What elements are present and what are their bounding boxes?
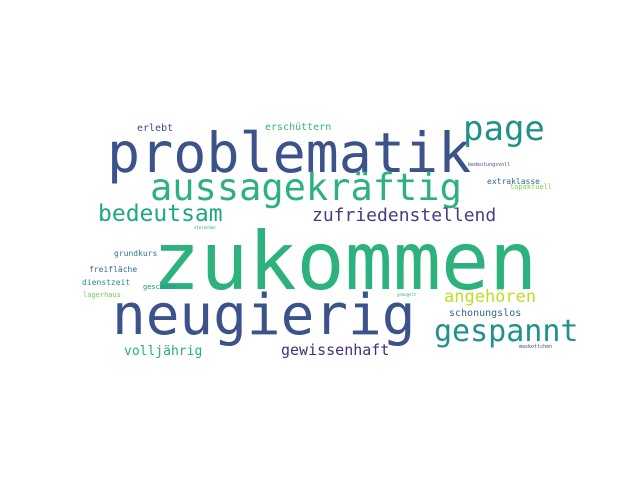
word-volljaehrig: volljährig	[124, 344, 203, 359]
word-gemogelt: gemogelt	[397, 292, 417, 297]
word-neugierig: neugierig	[112, 283, 416, 348]
word-gescannt: gescannt	[143, 283, 177, 291]
word-bedeutungsvoll: bedeutungsvoll	[468, 162, 511, 168]
word-erlebt: erlebt	[137, 123, 174, 134]
word-schonungslos: schonungslos	[449, 308, 522, 319]
word-zufriedenstellend: zufriedenstellend	[312, 205, 497, 226]
word-freiflaeche: freifläche	[89, 265, 138, 274]
word-angehoeren: angehören	[444, 287, 537, 307]
word-zukommen: zukommen	[152, 215, 538, 308]
word-page: page	[463, 109, 545, 149]
word-topaktuell: topaktuell	[510, 183, 553, 191]
word-lagerhaus: lagerhaus	[83, 291, 121, 299]
word-dienstzeit: dienstzeit	[82, 278, 131, 287]
word-bedeutsam: bedeutsam	[98, 201, 223, 227]
word-maskottchen: maskottchen	[519, 344, 553, 350]
word-problematik: problematik	[107, 121, 472, 185]
word-extraklasse: extraklasse	[487, 177, 540, 186]
word-gespannt: gespannt	[434, 314, 579, 349]
word-erschuettern: erschüttern	[265, 122, 332, 133]
word-gewissenhaft: gewissenhaft	[281, 341, 390, 359]
word-sternchen: sternchen	[194, 225, 216, 230]
word-grundkurs: grundkurs	[114, 249, 158, 258]
word-aussagekraeftig: aussagekräftig	[150, 166, 462, 209]
